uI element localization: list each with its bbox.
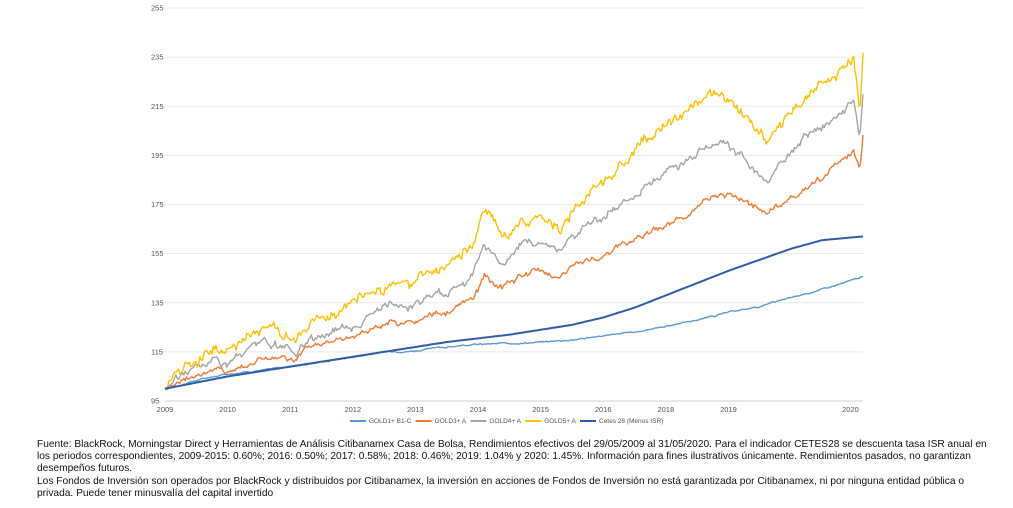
y-tick-label: 135 [151,298,164,307]
x-tick-label: 2014 [470,405,487,414]
x-tick-label: 2013 [407,405,424,414]
x-tick-label: 2010 [219,405,236,414]
legend-label-4: Cetes 28 (Menos ISR) [599,418,663,425]
chart-frame: 95 115 135 155 175 195 215 235 255 2009 2010 2011 20… [135,0,877,432]
footnote-disclaimer-text: Los Fondos de Inversión son operados por… [37,475,965,499]
y-tick-label: 175 [151,200,164,209]
y-tick-label: 95 [151,397,159,406]
x-tick-label: 2011 [282,405,298,414]
x-tick-label: 2019 [720,405,737,414]
legend-label-3: GOLD5+ A [544,418,576,425]
footnote-source-text: Fuente: BlackRock, Morningstar Direct y … [37,439,987,475]
legend-label-2: GOLD4+ A [489,418,521,425]
series-line-3 [164,52,864,391]
series-line-4 [164,235,864,390]
series-line-2 [164,94,864,390]
series-line-0 [164,275,864,390]
y-tick-label: 155 [151,249,164,258]
x-tick-label: 2015 [532,405,549,414]
y-tick-label: 195 [151,151,164,160]
x-tick-label: 2012 [344,405,361,414]
y-tick-label: 215 [151,102,164,111]
x-tick-label: 2020 [842,405,859,414]
x-tick-label: 2018 [657,405,674,414]
line-chart: 95 115 135 155 175 195 215 235 255 2009 2010 2011 20… [151,4,864,425]
x-tick-label: 2009 [157,405,174,414]
y-tick-label: 255 [151,4,164,13]
legend-label-0: GOLD1+ B1-C [369,418,412,425]
x-tick-label: 2016 [595,405,612,414]
series-line-1 [164,134,864,391]
legend-label-1: GOLD3+ A [435,418,467,425]
y-tick-label: 115 [151,347,163,356]
y-tick-label: 235 [151,53,164,62]
footnote: Fuente: BlackRock, Morningstar Direct y … [37,439,987,500]
